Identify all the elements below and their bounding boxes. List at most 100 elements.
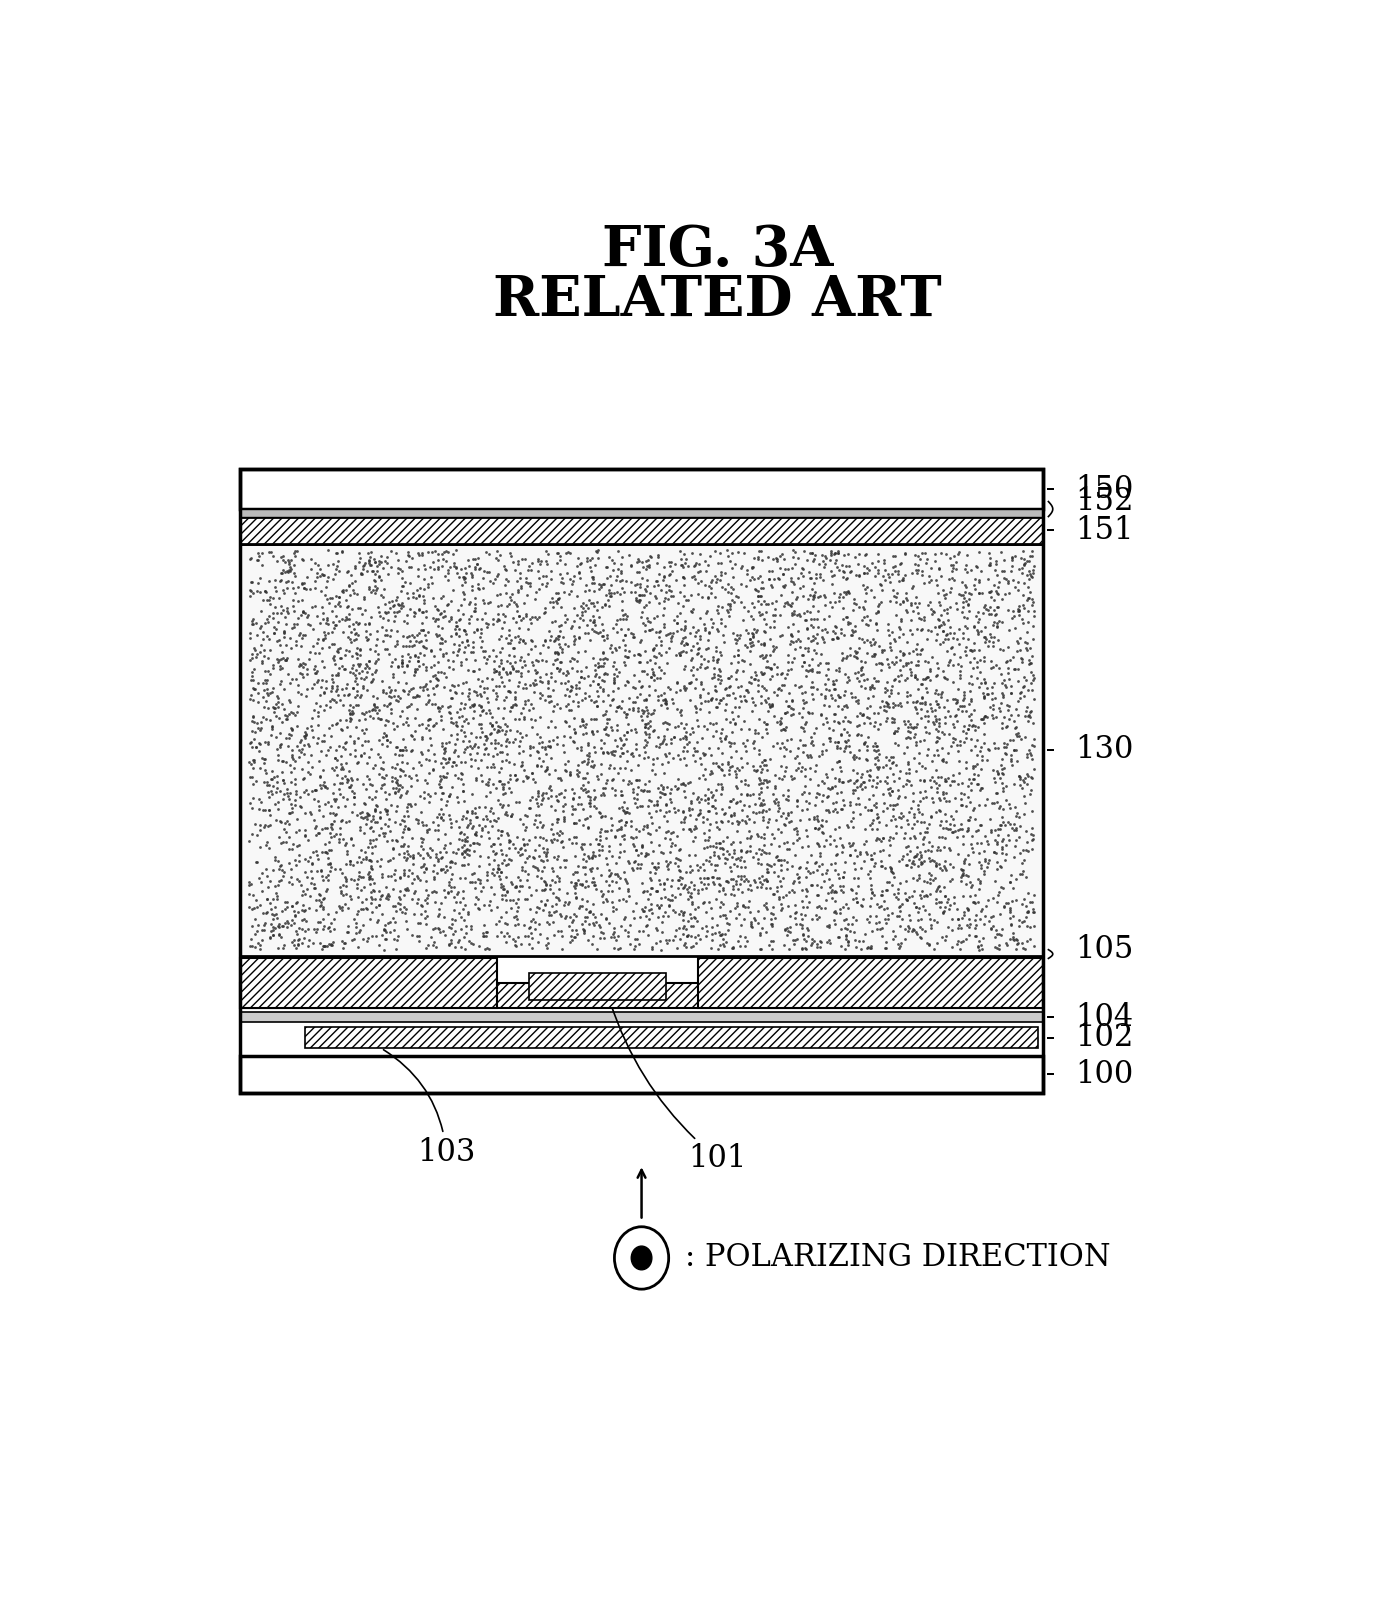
Point [497,770,519,796]
Point [871,652,893,678]
Point [284,853,307,879]
Point [542,699,564,725]
Point [330,896,353,922]
Point [865,903,888,929]
Point [700,606,722,632]
Point [419,687,441,713]
Point [342,778,364,804]
Point [676,879,699,905]
Point [889,870,911,896]
Point [769,765,791,791]
Point [396,815,419,841]
Point [620,741,643,767]
Point [1004,715,1026,741]
Point [685,699,707,725]
Point [743,905,766,930]
Point [966,934,988,960]
Point [627,843,650,869]
Point [421,916,444,942]
Point [960,558,983,584]
Point [860,676,882,702]
Point [609,742,631,768]
Point [847,551,869,577]
Point [508,741,531,767]
Point [844,613,867,639]
Point [699,574,721,600]
Point [270,759,293,785]
Point [843,644,865,669]
Point [823,541,846,567]
Point [340,597,363,622]
Point [377,728,399,754]
Point [1022,661,1044,687]
Point [426,621,448,647]
Point [601,546,623,572]
Point [704,673,727,699]
Point [568,559,591,585]
Point [584,661,606,687]
Point [976,786,998,812]
Point [864,751,886,776]
Point [676,731,699,757]
Point [777,648,799,674]
Point [755,676,777,702]
Point [941,934,963,960]
Point [342,674,364,700]
Point [672,541,694,567]
Point [981,613,1004,639]
Point [832,840,854,866]
Point [823,580,846,606]
Point [834,736,857,762]
Point [384,867,406,893]
Point [743,566,766,592]
Point [875,647,897,673]
Point [557,540,580,566]
Point [246,893,269,919]
Point [844,644,867,669]
Point [693,788,715,814]
Point [792,731,815,757]
Point [770,729,792,755]
Point [640,700,662,726]
Point [501,580,524,606]
Point [626,854,648,880]
Point [393,895,416,921]
Point [634,556,657,582]
Point [948,632,970,658]
Point [987,882,1009,908]
Point [914,540,937,566]
Point [689,551,711,577]
Point [729,768,752,794]
Point [382,877,405,903]
Point [776,922,798,948]
Point [874,637,896,663]
Point [475,919,497,945]
Point [823,898,846,924]
Point [776,836,798,862]
Point [934,858,956,883]
Point [888,932,910,958]
Point [965,913,987,939]
Point [505,898,528,924]
Point [774,713,797,739]
Point [679,880,701,906]
Point [683,566,706,592]
Point [928,879,951,905]
Point [507,658,529,684]
Point [826,624,848,650]
Point [559,713,581,739]
Point [410,799,433,825]
Point [638,799,661,825]
Point [917,930,939,956]
Point [934,883,956,909]
Point [1015,548,1037,574]
Point [323,642,346,668]
Point [358,827,381,853]
Point [655,695,678,721]
Point [910,671,932,697]
Point [504,558,526,584]
Point [494,718,517,744]
Point [462,930,484,956]
Point [291,736,314,762]
Point [592,571,615,597]
